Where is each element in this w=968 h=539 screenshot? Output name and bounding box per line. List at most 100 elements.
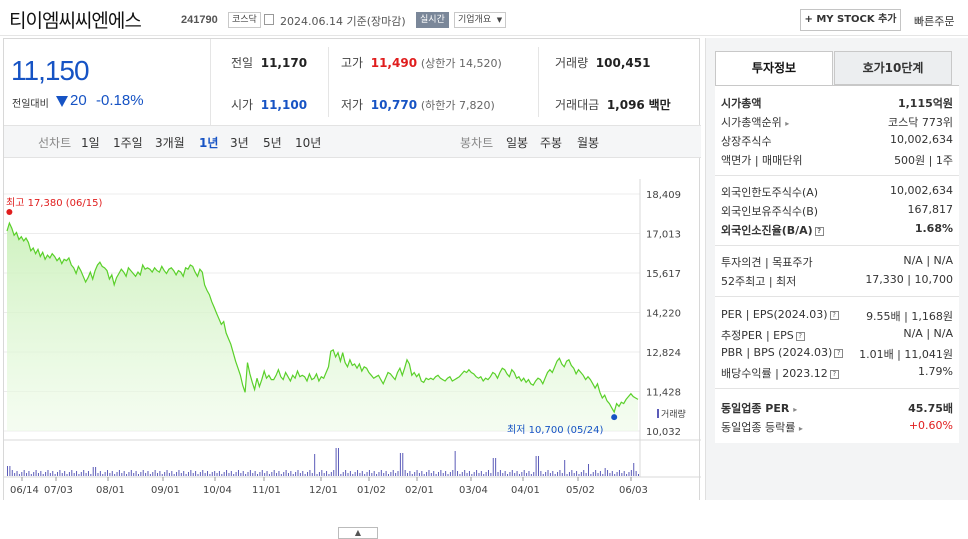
x-tick-label: 03/04: [459, 485, 488, 496]
volume-bar: [233, 474, 235, 476]
company-name: 티이엠씨씨엔에스: [9, 10, 142, 32]
volume-bar: [554, 474, 556, 476]
volume-bar: [121, 473, 123, 476]
volume-bar: [557, 472, 559, 476]
tab-3y[interactable]: 3년: [230, 136, 249, 150]
volume-bar: [404, 470, 406, 476]
volume-bar: [518, 474, 520, 476]
volume-bar: [592, 472, 594, 476]
volume-bar: [230, 471, 232, 476]
chart-period-tabs: 선차트 1일 1주일 3개월 1년 3년 5년 10년 봉차트 일봉 주봉 월봉: [4, 125, 701, 158]
quick-order-link[interactable]: 빠른주문: [914, 15, 955, 28]
volume-bar: [559, 470, 561, 476]
stat-open: 시가 11,100: [231, 96, 307, 113]
overview-label: 기업개요: [458, 15, 492, 25]
volume-bar: [168, 473, 170, 476]
volume-bar: [340, 474, 342, 476]
volume-bar: [509, 472, 511, 476]
volume-bar: [480, 471, 482, 476]
volume-bar: [464, 470, 466, 476]
help-icon[interactable]: ?: [834, 348, 844, 358]
volume-bar: [585, 473, 587, 476]
volume-bar: [16, 471, 18, 476]
volume-bar: [83, 470, 85, 476]
x-tick-label: 12/01: [309, 485, 338, 496]
volume-bar: [199, 472, 201, 476]
tab-10y[interactable]: 10년: [295, 136, 322, 150]
volume-bar: [216, 473, 218, 476]
volume-bar: [11, 470, 13, 476]
volume-bar: [197, 474, 199, 476]
foreign-hold-row: 외국인보유주식수(B) 167,817: [721, 203, 953, 221]
volume-bar: [37, 473, 39, 476]
tab-1w[interactable]: 1주일: [113, 136, 143, 150]
tab-daily[interactable]: 일봉: [506, 136, 529, 150]
volume-bar: [176, 472, 178, 476]
chevron-right-icon: ▸: [793, 405, 798, 414]
week52-label: 52주최고 | 최저: [721, 275, 797, 288]
tab-1y[interactable]: 1년: [199, 136, 219, 150]
basis-text: 기준(장마감): [346, 15, 406, 28]
stat-low-label: 저가: [341, 98, 364, 112]
down-triangle-icon: [56, 96, 68, 107]
rank-row: 시가총액순위 ▸ 코스닥 773위: [721, 114, 953, 132]
volume-bar: [437, 472, 439, 476]
volume-bar: [454, 451, 456, 476]
market-badge: 코스닥: [228, 12, 261, 28]
tab-3m[interactable]: 3개월: [155, 136, 185, 150]
shares-label: 상장주식수: [721, 135, 772, 148]
collapse-chart-button[interactable]: ▲: [338, 527, 378, 539]
volume-bar: [90, 474, 92, 476]
opinion-row: 투자의견 | 목표주가 N/A | N/A: [721, 254, 953, 272]
price-chart[interactable]: 18,409 17,013 15,617 14,220 12,824 11,428 10,0…: [4, 159, 701, 501]
volume-bar: [416, 470, 418, 476]
help-icon[interactable]: ?: [814, 226, 824, 236]
volume-bar: [223, 472, 225, 476]
tab-monthly[interactable]: 월봉: [577, 136, 600, 150]
foreign-hold-value: 167,817: [907, 203, 954, 216]
volume-bars: [7, 409, 659, 476]
help-icon[interactable]: ?: [829, 310, 839, 320]
volume-bar: [249, 470, 251, 476]
volume-bar: [71, 470, 73, 476]
volume-bar: [495, 458, 497, 476]
volume-bar: [542, 474, 544, 476]
volume-bar: [449, 472, 451, 476]
foreign-limit-label: 외국인한도주식수(A): [721, 186, 819, 199]
price-change: 20: [70, 92, 87, 109]
volume-bar: [466, 473, 468, 476]
realtime-badge[interactable]: 실시간: [416, 12, 449, 28]
tab-weekly[interactable]: 주봉: [540, 136, 563, 150]
volume-bar: [583, 470, 585, 476]
per-row: PER | EPS(2024.03)? 9.55배 | 1,168원: [721, 308, 953, 326]
tab-orderbook[interactable]: 호가10단계: [834, 51, 952, 85]
volume-bar: [52, 471, 54, 476]
stat-prev-label: 전일: [231, 56, 254, 70]
tab-1d[interactable]: 1일: [81, 136, 100, 150]
volume-bar: [171, 471, 173, 476]
volume-bar: [623, 471, 625, 476]
volume-bar: [149, 474, 151, 476]
volume-bar: [259, 472, 261, 476]
tab-5y[interactable]: 5년: [263, 136, 282, 150]
opinion-label: 투자의견 | 목표주가: [721, 256, 813, 269]
volume-bar: [547, 470, 549, 476]
volume-bar: [154, 470, 156, 476]
volume-bar: [635, 471, 637, 476]
pbr-label: PBR | BPS (2024.03): [721, 346, 833, 359]
volume-bar: [614, 474, 616, 476]
volume-bar: [626, 474, 628, 476]
tab-invest-info[interactable]: 투자정보: [715, 51, 833, 85]
volume-bar: [7, 466, 8, 476]
volume-bar: [414, 472, 416, 476]
help-icon[interactable]: ?: [795, 331, 805, 341]
volume-bar: [66, 474, 68, 476]
date-value: 2024.06.14: [280, 15, 343, 28]
volume-bar: [440, 470, 442, 476]
company-overview-dropdown[interactable]: 기업개요 ▼: [454, 12, 507, 28]
volume-bar: [516, 471, 518, 476]
volume-bar: [457, 471, 459, 476]
help-icon[interactable]: ?: [829, 369, 839, 379]
volume-bar: [97, 473, 99, 476]
add-my-stock-button[interactable]: + MY STOCK 추가: [800, 9, 901, 31]
